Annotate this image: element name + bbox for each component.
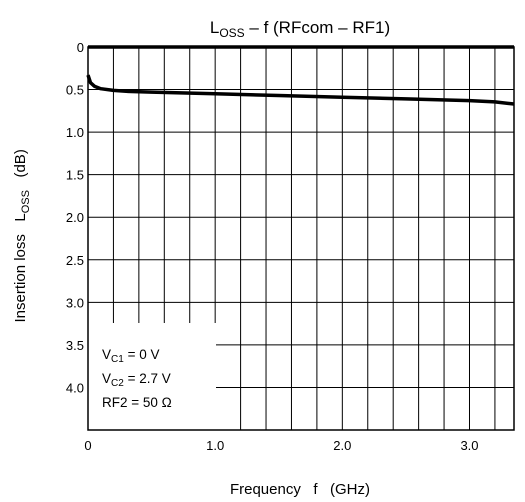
- title-rest: – f (RFcom – RF1): [245, 18, 390, 37]
- y-tick-label: 2.5: [66, 253, 84, 268]
- y-label-rest: (dB): [12, 149, 29, 190]
- y-tick-label: 2.0: [66, 210, 84, 225]
- y-tick-label: 4.0: [66, 380, 84, 395]
- series-layer: [86, 45, 515, 106]
- condition-rest: = 0 V: [124, 347, 160, 362]
- y-tick-label: 3.0: [66, 295, 84, 310]
- y-label-main: Insertion loss L: [12, 213, 29, 322]
- x-tick-label: 2.0: [333, 438, 351, 453]
- condition-main: RF2 = 50 Ω: [102, 395, 172, 410]
- condition-subscript: C2: [111, 378, 124, 389]
- x-tick-labels: 0 1.0 2.0 3.0: [84, 438, 478, 453]
- condition-line: RF2 = 50 Ω: [102, 395, 172, 410]
- condition-box: [88, 323, 216, 430]
- y-axis-label: Insertion loss LOSS (dB): [12, 137, 32, 344]
- condition-main: V: [102, 371, 111, 386]
- title-main: L: [210, 18, 219, 37]
- y-tick-label: 0: [77, 40, 84, 55]
- chart-title: LOSS – f (RFcom – RF1): [210, 18, 390, 40]
- x-tick-label: 3.0: [460, 438, 478, 453]
- grid: [88, 47, 514, 430]
- title-subscript: OSS: [219, 26, 244, 40]
- series-line-2: [86, 74, 515, 106]
- y-tick-labels: 0 0.5 1.0 1.5 2.0 2.5 3.0 3.5 4.0: [66, 40, 84, 395]
- plot-frame: [87, 46, 515, 431]
- x-tick-label: 1.0: [206, 438, 224, 453]
- condition-line: VC1 = 0 V: [102, 347, 159, 365]
- y-tick-label: 0.5: [66, 83, 84, 98]
- condition-rest: = 2.7 V: [124, 371, 171, 386]
- condition-subscript: C1: [111, 354, 124, 365]
- y-tick-label: 1.5: [66, 168, 84, 183]
- x-tick-label: 0: [84, 438, 91, 453]
- y-label-subscript: OSS: [20, 190, 32, 213]
- condition-main: V: [102, 347, 111, 362]
- y-tick-label: 1.0: [66, 125, 84, 140]
- condition-line: VC2 = 2.7 V: [102, 371, 171, 389]
- y-tick-label: 3.5: [66, 338, 84, 353]
- x-axis-label: Frequency f (GHz): [230, 481, 370, 498]
